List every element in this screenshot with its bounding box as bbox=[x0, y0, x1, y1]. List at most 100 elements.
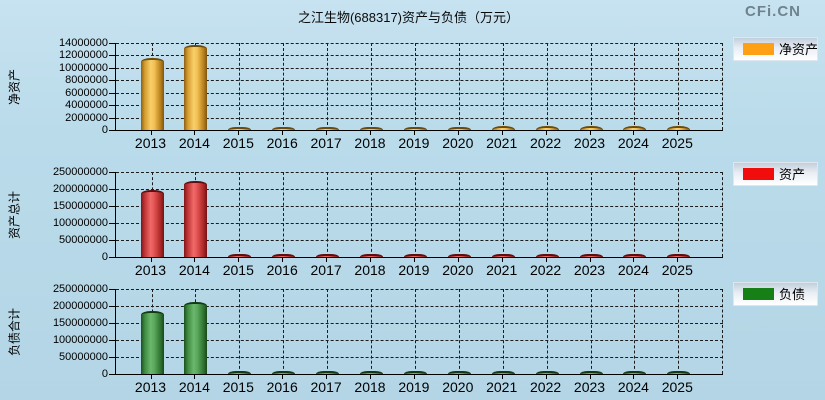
gridline-v bbox=[590, 43, 592, 130]
x-tick-label-2022: 2022 bbox=[530, 262, 562, 278]
y-tick-mark bbox=[109, 323, 115, 324]
x-tick-mark bbox=[413, 131, 415, 135]
x-tick-label-2019: 2019 bbox=[398, 379, 430, 395]
y-tick-mark bbox=[109, 206, 115, 207]
gridline-h bbox=[116, 92, 723, 94]
gridline-v-right-edge bbox=[722, 289, 723, 374]
bar-2024 bbox=[623, 125, 647, 130]
bar-2022 bbox=[535, 371, 559, 374]
y-tick-mark bbox=[109, 67, 115, 69]
gridline-v bbox=[327, 172, 329, 257]
x-tick-label-2013: 2013 bbox=[134, 135, 167, 151]
gridline-v bbox=[546, 43, 548, 130]
y-tick-label: 4000000 bbox=[65, 99, 108, 112]
bar-2013 bbox=[140, 190, 164, 257]
x-tick-mark bbox=[370, 258, 371, 262]
bar-2019 bbox=[403, 254, 427, 257]
bar-2014 bbox=[184, 180, 208, 257]
x-tick-mark bbox=[633, 131, 635, 135]
gridline-h bbox=[116, 43, 723, 44]
x-tick-label-2025: 2025 bbox=[661, 379, 693, 395]
bar-2013 bbox=[140, 311, 164, 374]
x-tick-label-2020: 2020 bbox=[442, 379, 474, 395]
x-tick-mark bbox=[194, 375, 196, 379]
x-tick-label-2017: 2017 bbox=[310, 262, 342, 278]
gridline-v-right-edge bbox=[722, 43, 723, 130]
x-tick-mark bbox=[677, 375, 679, 379]
bar-2018 bbox=[360, 254, 383, 257]
x-tick-label-2025: 2025 bbox=[661, 135, 693, 151]
bar-2024 bbox=[623, 371, 647, 374]
gridline-v bbox=[502, 43, 504, 130]
bar-2023 bbox=[579, 254, 603, 257]
x-tick-label-2014: 2014 bbox=[178, 135, 210, 151]
y-tick-label: 6000000 bbox=[65, 86, 108, 99]
x-tick-mark bbox=[501, 131, 503, 135]
y-tick-label: 0 bbox=[101, 251, 108, 263]
gridline-v bbox=[283, 289, 285, 374]
gridline-v bbox=[678, 172, 680, 257]
y-tick-mark bbox=[109, 374, 115, 375]
x-tick-mark bbox=[150, 375, 152, 379]
gridline-h bbox=[116, 340, 723, 341]
x-tick-label-2018: 2018 bbox=[354, 135, 386, 151]
x-tick-mark bbox=[457, 258, 459, 262]
gridline-v bbox=[371, 43, 372, 130]
y-tick-mark bbox=[109, 306, 115, 307]
y-tick-label: 14000000 bbox=[59, 37, 108, 49]
x-tick-mark bbox=[194, 131, 196, 135]
gridline-v bbox=[634, 43, 636, 130]
y-tick-mark bbox=[109, 340, 115, 341]
x-tick-mark bbox=[589, 258, 591, 262]
x-tick-label-2016: 2016 bbox=[266, 135, 298, 151]
y-tick-mark bbox=[109, 80, 115, 82]
gridline-v bbox=[458, 289, 460, 374]
x-tick-mark bbox=[150, 258, 152, 262]
y-tick-label: 0 bbox=[101, 368, 108, 380]
bar-2020 bbox=[447, 127, 471, 130]
legend-liabilities: 负债 bbox=[733, 282, 818, 306]
x-tick-label-2017: 2017 bbox=[310, 379, 342, 395]
bar-2025 bbox=[667, 371, 691, 374]
x-tick-mark bbox=[457, 375, 459, 379]
y-tick-label: 150000000 bbox=[52, 200, 108, 212]
y-tick-mark bbox=[109, 130, 115, 131]
plot-area-0 bbox=[115, 43, 723, 131]
gridline-v bbox=[678, 289, 680, 374]
y-tick-label: 8000000 bbox=[65, 74, 108, 87]
y-tick-label: 200000000 bbox=[52, 300, 108, 312]
gridline-v bbox=[371, 289, 372, 374]
gridline-v bbox=[414, 43, 416, 130]
x-tick-mark bbox=[501, 375, 503, 379]
x-tick-label-2021: 2021 bbox=[486, 135, 518, 151]
legend-net-assets: 净资产 bbox=[733, 37, 818, 61]
x-tick-label-2022: 2022 bbox=[530, 379, 562, 395]
y-tick-mark bbox=[109, 43, 115, 44]
x-tick-label-2017: 2017 bbox=[310, 135, 342, 151]
gridline-v bbox=[678, 43, 680, 130]
x-tick-label-2019: 2019 bbox=[398, 135, 430, 151]
bar-2024 bbox=[623, 254, 647, 257]
y-tick-mark bbox=[109, 189, 115, 190]
x-tick-mark bbox=[413, 375, 415, 379]
gridline-h bbox=[116, 105, 723, 107]
x-tick-mark bbox=[633, 258, 635, 262]
x-tick-mark bbox=[413, 258, 415, 262]
bar-2013 bbox=[140, 58, 164, 130]
legend-assets-label: 资产 bbox=[779, 167, 806, 182]
gridline-v bbox=[239, 172, 241, 257]
gridline-h bbox=[116, 357, 723, 358]
x-tick-mark bbox=[457, 131, 459, 135]
y-tick-label: 2000000 bbox=[65, 111, 108, 124]
y-tick-mark bbox=[109, 257, 115, 258]
gridline-v bbox=[458, 172, 460, 257]
legend-net-assets-label: 净资产 bbox=[779, 42, 819, 57]
x-tick-mark bbox=[150, 131, 152, 135]
net-assets-color-swatch bbox=[743, 43, 774, 55]
gridline-h bbox=[116, 55, 723, 57]
y-tick-label: 12000000 bbox=[59, 49, 108, 62]
legend-assets: 资产 bbox=[733, 162, 818, 186]
gridline-h bbox=[116, 189, 723, 190]
liabilities-color-swatch bbox=[743, 288, 774, 300]
